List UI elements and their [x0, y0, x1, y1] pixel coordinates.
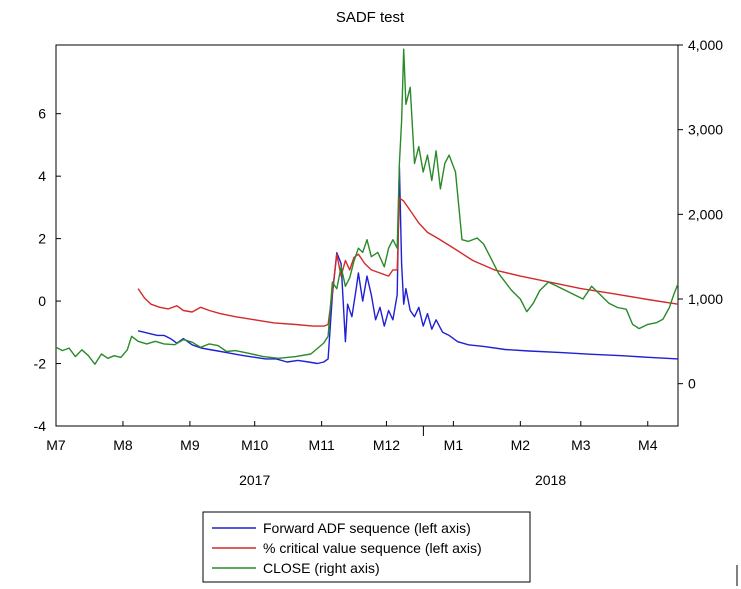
- left-axis: -4 -2 0 2 4 6: [34, 106, 61, 434]
- left-tick-label: 6: [38, 106, 46, 122]
- right-tick-label: 0: [688, 376, 696, 392]
- x-tick-label: M10: [241, 437, 268, 453]
- legend-label: % critical value sequence (left axis): [263, 540, 482, 556]
- left-tick-label: 4: [38, 168, 46, 184]
- right-tick-label: 4,000: [688, 37, 723, 53]
- left-tick-label: 2: [38, 231, 46, 247]
- x-tick-label: M7: [46, 437, 66, 453]
- left-tick-label: -2: [34, 356, 47, 372]
- x-tick-label: M12: [373, 437, 400, 453]
- x-tick-label: M1: [444, 437, 464, 453]
- x-tick-label: M4: [638, 437, 658, 453]
- legend-label: CLOSE (right axis): [263, 560, 380, 576]
- x-tick-label: M8: [113, 437, 133, 453]
- x-tick-label: M11: [309, 437, 335, 453]
- series-line-1: [137, 166, 679, 365]
- right-axis: 0 1,000 2,000 3,000 4,000: [678, 37, 723, 392]
- legend-label: Forward ADF sequence (left axis): [263, 520, 471, 536]
- x-tick-label: M3: [571, 437, 591, 453]
- right-tick-label: 1,000: [688, 291, 723, 307]
- left-tick-label: -4: [34, 418, 47, 434]
- plot-frame: [55, 44, 679, 427]
- x-tick-label: M9: [180, 437, 200, 453]
- series-layer: [55, 48, 679, 365]
- x-tick-label: M2: [511, 437, 531, 453]
- right-tick-label: 2,000: [688, 206, 723, 222]
- x-axis: M7 M8 M9 M10 M11 M12 M1 M2 M3 M4 2017 2018: [46, 421, 658, 488]
- chart-title: SADF test: [336, 9, 405, 26]
- legend: Forward ADF sequence (left axis) % critic…: [202, 511, 531, 583]
- series-line-3: [55, 48, 679, 365]
- year-label: 2017: [239, 472, 270, 488]
- series-line-2: [137, 197, 679, 327]
- left-tick-label: 0: [38, 293, 46, 309]
- right-tick-label: 3,000: [688, 122, 723, 138]
- year-label: 2018: [535, 472, 566, 488]
- legend-box: [202, 511, 531, 583]
